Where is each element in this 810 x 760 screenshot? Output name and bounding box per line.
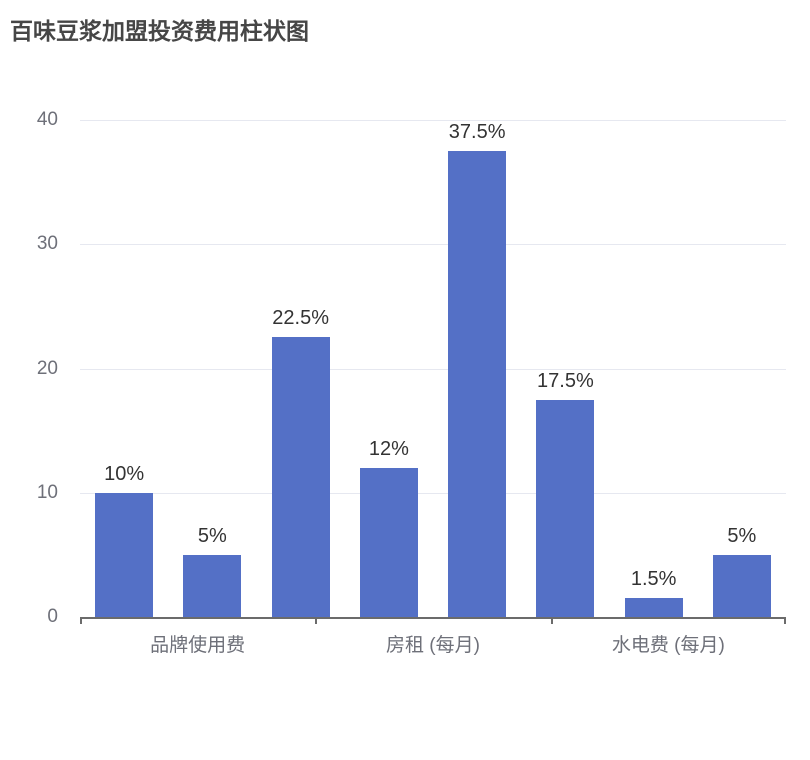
x-axis-category-label: 品牌使用费 xyxy=(150,635,246,656)
bar[interactable] xyxy=(183,554,242,617)
bar-value-label: 22.5% xyxy=(272,307,329,330)
gridline xyxy=(80,368,786,370)
bar[interactable] xyxy=(624,598,683,617)
y-axis-tick-label: 30 xyxy=(36,233,58,255)
x-axis-tick xyxy=(550,617,553,624)
y-axis-tick-label: 10 xyxy=(36,481,58,503)
y-axis-tick-label: 0 xyxy=(47,606,58,627)
bar[interactable] xyxy=(448,151,507,617)
x-axis-tick xyxy=(80,617,82,624)
x-axis-category-label: 房租 (每月) xyxy=(386,635,480,656)
chart-title: 百味豆浆加盟投资费用柱状图 xyxy=(10,18,309,44)
bar[interactable] xyxy=(536,399,595,617)
x-axis-category-label: 水电费 (每月) xyxy=(611,635,725,656)
bar[interactable] xyxy=(359,467,418,617)
bar[interactable] xyxy=(271,337,330,617)
x-axis-tick xyxy=(784,617,786,624)
bar-value-label: 37.5% xyxy=(448,121,506,144)
x-axis-line xyxy=(80,617,786,619)
bar[interactable] xyxy=(95,492,154,617)
gridline xyxy=(80,244,786,246)
y-axis-tick-label: 20 xyxy=(36,357,58,379)
gridline xyxy=(80,492,786,494)
bar[interactable] xyxy=(712,554,771,617)
bar-value-label: 5% xyxy=(197,524,227,547)
bar-value-label: 12% xyxy=(368,437,409,460)
bar-value-label: 10% xyxy=(104,462,145,485)
bar-value-label: 1.5% xyxy=(630,568,677,591)
gridline xyxy=(80,120,786,121)
bar-value-label: 17.5% xyxy=(537,369,594,392)
y-axis-tick-label: 40 xyxy=(36,109,58,130)
bar-value-label: 5% xyxy=(727,524,757,547)
x-axis-tick xyxy=(315,617,318,624)
plot-area: 10% 5% 22.5% 12% 37.5% 17.5% 1.5% 5% xyxy=(80,120,786,617)
